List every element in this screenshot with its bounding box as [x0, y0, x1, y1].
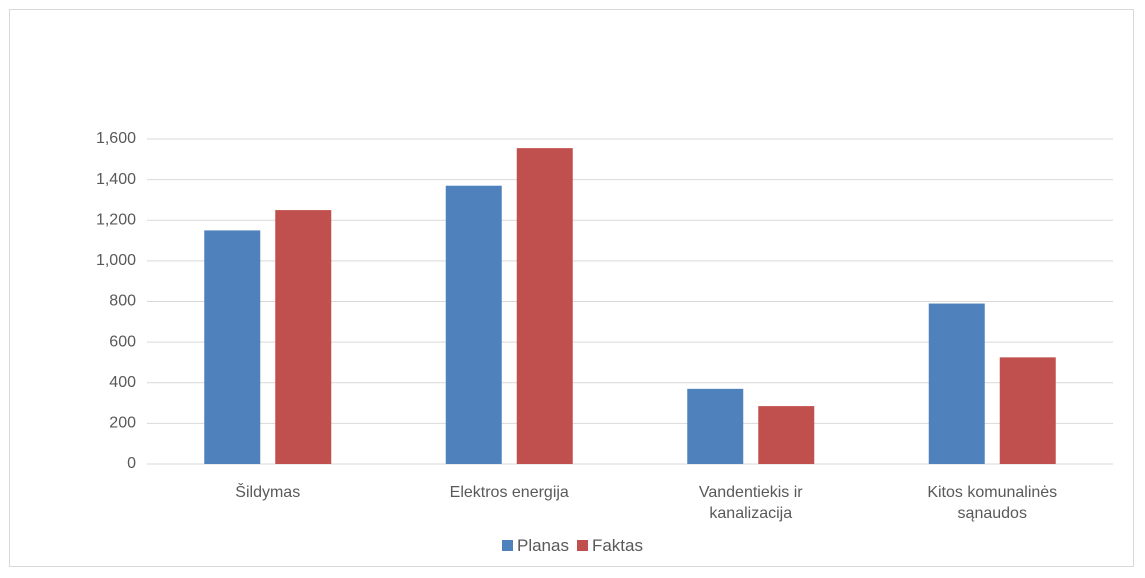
y-tick-label: 800: [109, 293, 136, 310]
y-tick-label: 400: [109, 374, 136, 391]
chart-frame: [9, 9, 1134, 567]
x-tick-label: Elektros energija: [449, 484, 569, 501]
y-tick-label: 1,000: [96, 252, 136, 269]
x-tick-label: Vandentiekis ir kanalizacija: [698, 484, 803, 522]
bar: [687, 388, 744, 464]
y-tick-label: 1,400: [96, 171, 136, 188]
legend-swatch: [501, 540, 513, 551]
legend-swatch: [576, 540, 588, 551]
bar: [445, 185, 502, 464]
y-tick-label: 0: [127, 455, 136, 472]
x-tick-label: Šildymas: [235, 484, 301, 501]
y-tick-label: 600: [109, 333, 136, 350]
legend-item: Faktas: [576, 536, 643, 556]
legend-label: Planas: [516, 536, 569, 555]
x-tick-label: Kitos komunalinės sąnaudos: [927, 484, 1058, 522]
bar: [204, 230, 261, 464]
bar: [758, 406, 815, 464]
bar: [928, 303, 985, 464]
bar: [999, 357, 1056, 464]
bar: [516, 148, 573, 464]
legend: Planas Faktas: [0, 536, 1145, 556]
y-tick-label: 200: [109, 415, 136, 432]
legend-label: Faktas: [591, 536, 643, 555]
bar: [275, 210, 332, 464]
legend-item: Planas: [501, 536, 569, 556]
y-tick-label: 1,200: [96, 211, 136, 228]
y-tick-label: 1,600: [96, 130, 136, 147]
